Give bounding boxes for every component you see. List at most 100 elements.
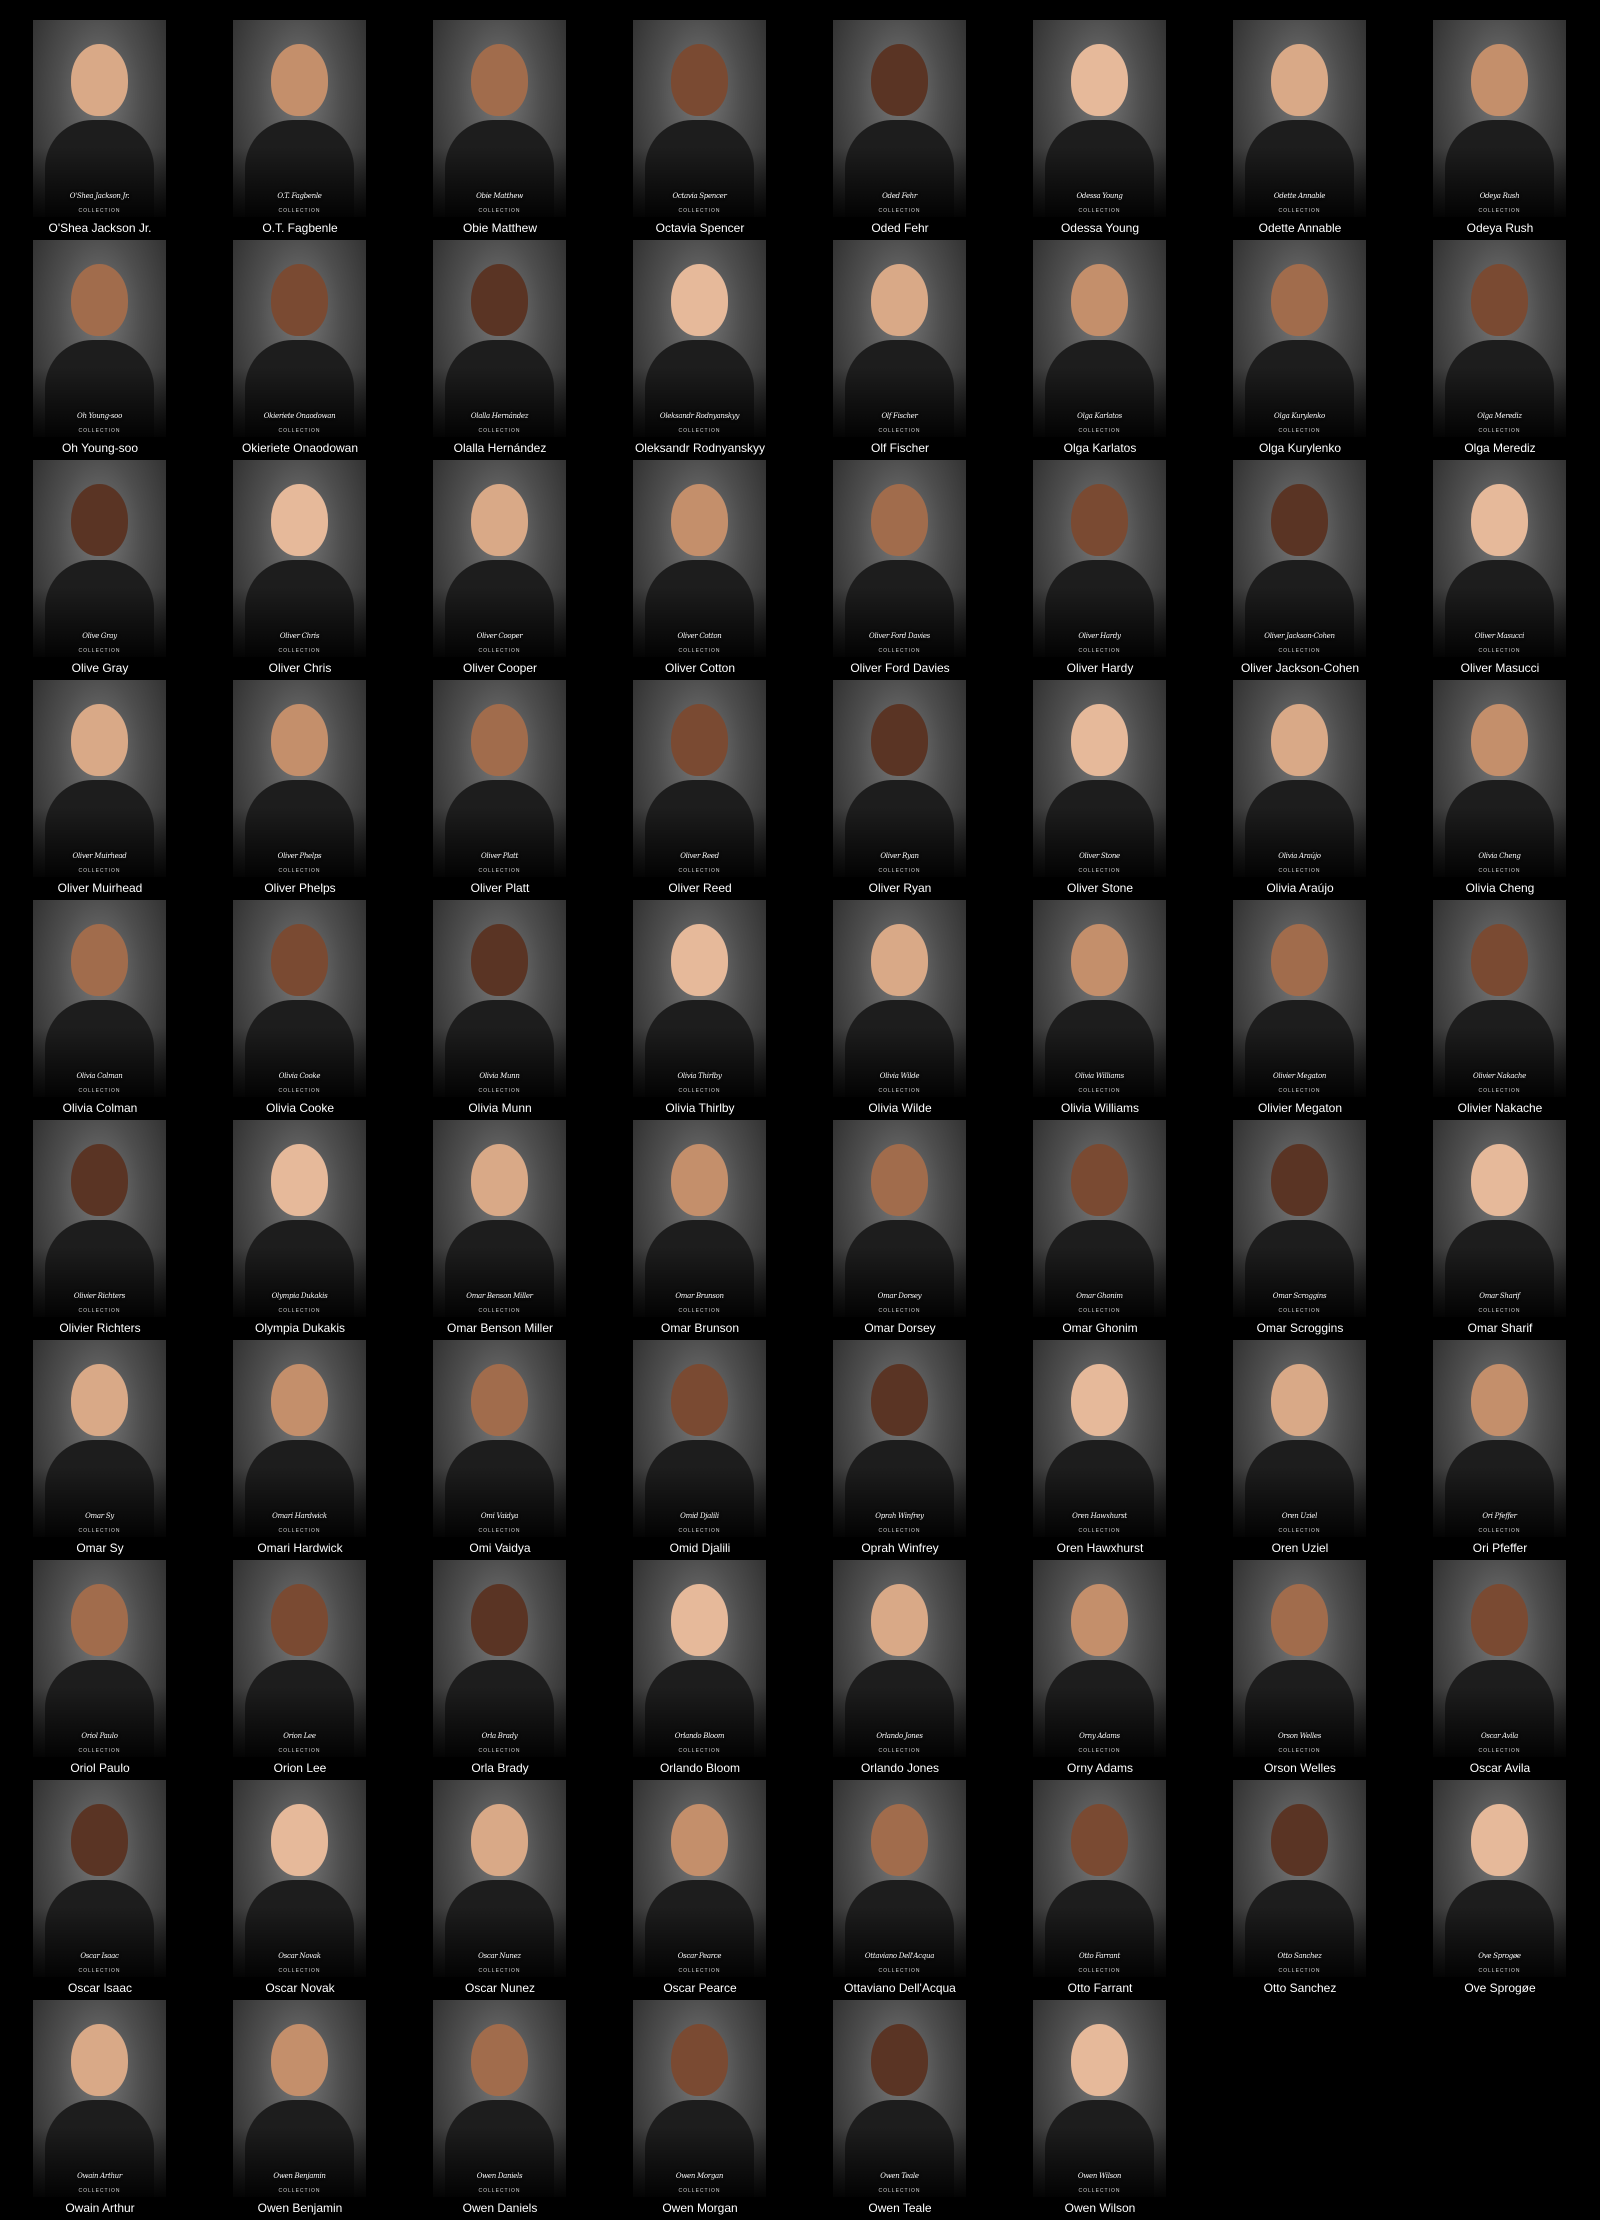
actor-name[interactable]: Okieriete Onaodowan bbox=[241, 441, 359, 455]
actor-name[interactable]: Olivia Colman bbox=[62, 1101, 138, 1115]
actor-poster[interactable]: O.T. Fagbenle COLLECTION bbox=[233, 20, 366, 217]
actor-name[interactable]: Orion Lee bbox=[273, 1761, 327, 1775]
actor-name[interactable]: Owen Benjamin bbox=[257, 2201, 343, 2215]
actor-card[interactable]: Olivier Richters COLLECTION Olivier Richte… bbox=[0, 1120, 200, 1340]
actor-card[interactable]: Otto Sanchez COLLECTION Otto Sanchez bbox=[1200, 1780, 1400, 2000]
actor-card[interactable]: Omar Sy COLLECTION Omar Sy bbox=[0, 1340, 200, 1560]
actor-poster[interactable]: Omar Benson Miller COLLECTION bbox=[433, 1120, 566, 1317]
actor-poster[interactable]: Orion Lee COLLECTION bbox=[233, 1560, 366, 1757]
actor-poster[interactable]: Oliver Reed COLLECTION bbox=[633, 680, 766, 877]
actor-name[interactable]: Olga Karlatos bbox=[1063, 441, 1137, 455]
actor-poster[interactable]: Olivia Thirlby COLLECTION bbox=[633, 900, 766, 1097]
actor-name[interactable]: Oliver Phelps bbox=[264, 881, 336, 895]
actor-name[interactable]: Oscar Novak bbox=[265, 1981, 335, 1995]
actor-poster[interactable]: Olivia Cooke COLLECTION bbox=[233, 900, 366, 1097]
actor-name[interactable]: Octavia Spencer bbox=[655, 221, 745, 235]
actor-poster[interactable]: Orson Welles COLLECTION bbox=[1233, 1560, 1366, 1757]
actor-name[interactable]: Oren Uziel bbox=[1271, 1541, 1329, 1555]
actor-poster[interactable]: Oliver Cooper COLLECTION bbox=[433, 460, 566, 657]
actor-name[interactable]: Olivia Williams bbox=[1061, 1101, 1139, 1115]
actor-name[interactable]: Oliver Chris bbox=[268, 661, 332, 675]
actor-card[interactable]: Oliver Hardy COLLECTION Oliver Hardy bbox=[1000, 460, 1200, 680]
actor-poster[interactable]: Odessa Young COLLECTION bbox=[1033, 20, 1166, 217]
actor-name[interactable]: Oliver Muirhead bbox=[57, 881, 143, 895]
actor-name[interactable]: Omar Benson Miller bbox=[446, 1321, 554, 1335]
actor-name[interactable]: Orla Brady bbox=[471, 1761, 529, 1775]
actor-poster[interactable]: Oscar Avila COLLECTION bbox=[1433, 1560, 1566, 1757]
actor-poster[interactable]: Oscar Isaac COLLECTION bbox=[33, 1780, 166, 1977]
actor-poster[interactable]: Odette Annable COLLECTION bbox=[1233, 20, 1366, 217]
actor-card[interactable]: Olf Fischer COLLECTION Olf Fischer bbox=[800, 240, 1000, 460]
actor-name[interactable]: Oh Young-soo bbox=[61, 441, 139, 455]
actor-card[interactable]: Oded Fehr COLLECTION Oded Fehr bbox=[800, 20, 1000, 240]
actor-poster[interactable]: Olivia Williams COLLECTION bbox=[1033, 900, 1166, 1097]
actor-poster[interactable]: Oh Young-soo COLLECTION bbox=[33, 240, 166, 437]
actor-poster[interactable]: Omar Brunson COLLECTION bbox=[633, 1120, 766, 1317]
actor-card[interactable]: Oscar Novak COLLECTION Oscar Novak bbox=[200, 1780, 400, 2000]
actor-poster[interactable]: Omi Vaidya COLLECTION bbox=[433, 1340, 566, 1537]
actor-poster[interactable]: Ottaviano Dell'Acqua COLLECTION bbox=[833, 1780, 966, 1977]
actor-card[interactable]: Orion Lee COLLECTION Orion Lee bbox=[200, 1560, 400, 1780]
actor-name[interactable]: Olga Merediz bbox=[1464, 441, 1536, 455]
actor-card[interactable]: Oliver Masucci COLLECTION Oliver Masucci bbox=[1400, 460, 1600, 680]
actor-card[interactable]: Oliver Cooper COLLECTION Oliver Cooper bbox=[400, 460, 600, 680]
actor-poster[interactable]: Oliver Chris COLLECTION bbox=[233, 460, 366, 657]
actor-name[interactable]: Ove Sprogøe bbox=[1464, 1981, 1536, 1995]
actor-poster[interactable]: Oliver Masucci COLLECTION bbox=[1433, 460, 1566, 657]
actor-poster[interactable]: Omid Djalili COLLECTION bbox=[633, 1340, 766, 1537]
actor-name[interactable]: Otto Farrant bbox=[1067, 1981, 1133, 1995]
actor-card[interactable]: Omari Hardwick COLLECTION Omari Hardwick bbox=[200, 1340, 400, 1560]
actor-card[interactable]: Orlando Bloom COLLECTION Orlando Bloom bbox=[600, 1560, 800, 1780]
actor-card[interactable]: Olivier Megaton COLLECTION Olivier Megaton bbox=[1200, 900, 1400, 1120]
actor-name[interactable]: Orny Adams bbox=[1066, 1761, 1134, 1775]
actor-poster[interactable]: Omar Dorsey COLLECTION bbox=[833, 1120, 966, 1317]
actor-card[interactable]: Omar Sharif COLLECTION Omar Sharif bbox=[1400, 1120, 1600, 1340]
actor-name[interactable]: Owain Arthur bbox=[65, 2201, 135, 2215]
actor-card[interactable]: Olympia Dukakis COLLECTION Olympia Dukakis bbox=[200, 1120, 400, 1340]
actor-poster[interactable]: Oscar Novak COLLECTION bbox=[233, 1780, 366, 1977]
actor-card[interactable]: Owen Daniels COLLECTION Owen Daniels bbox=[400, 2000, 600, 2220]
actor-name[interactable]: Oliver Reed bbox=[668, 881, 732, 895]
actor-card[interactable]: Olivia Wilde COLLECTION Olivia Wilde bbox=[800, 900, 1000, 1120]
actor-name[interactable]: Oliver Ford Davies bbox=[850, 661, 950, 675]
actor-name[interactable]: Omar Sy bbox=[76, 1541, 124, 1555]
actor-name[interactable]: Olivier Richters bbox=[59, 1321, 141, 1335]
actor-name[interactable]: Omari Hardwick bbox=[257, 1541, 343, 1555]
actor-name[interactable]: Olivia Cooke bbox=[265, 1101, 335, 1115]
actor-card[interactable]: Odeya Rush COLLECTION Odeya Rush bbox=[1400, 20, 1600, 240]
actor-card[interactable]: Oleksandr Rodnyanskyy COLLECTION Oleksandr… bbox=[600, 240, 800, 460]
actor-poster[interactable]: Olga Merediz COLLECTION bbox=[1433, 240, 1566, 437]
actor-card[interactable]: Olivia Colman COLLECTION Olivia Colman bbox=[0, 900, 200, 1120]
actor-poster[interactable]: Oleksandr Rodnyanskyy COLLECTION bbox=[633, 240, 766, 437]
actor-name[interactable]: Oliver Cotton bbox=[664, 661, 736, 675]
actor-poster[interactable]: Oliver Hardy COLLECTION bbox=[1033, 460, 1166, 657]
actor-card[interactable]: Oliver Ford Davies COLLECTION Oliver Ford … bbox=[800, 460, 1000, 680]
actor-card[interactable]: Okieriete Onaodowan COLLECTION Okieriete O… bbox=[200, 240, 400, 460]
actor-card[interactable]: Odette Annable COLLECTION Odette Annable bbox=[1200, 20, 1400, 240]
actor-poster[interactable]: Otto Sanchez COLLECTION bbox=[1233, 1780, 1366, 1977]
actor-name[interactable]: Odessa Young bbox=[1060, 221, 1140, 235]
actor-name[interactable]: Oscar Pearce bbox=[663, 1981, 737, 1995]
actor-name[interactable]: Omid Djalili bbox=[669, 1541, 731, 1555]
actor-card[interactable]: Omar Ghonim COLLECTION Omar Ghonim bbox=[1000, 1120, 1200, 1340]
actor-name[interactable]: Odette Annable bbox=[1258, 221, 1342, 235]
actor-name[interactable]: Olivier Nakache bbox=[1457, 1101, 1543, 1115]
actor-name[interactable]: Olive Gray bbox=[71, 661, 129, 675]
actor-poster[interactable]: Oscar Pearce COLLECTION bbox=[633, 1780, 766, 1977]
actor-name[interactable]: Oliver Stone bbox=[1066, 881, 1134, 895]
actor-name[interactable]: Omar Sharif bbox=[1467, 1321, 1533, 1335]
actor-name[interactable]: Olivia Wilde bbox=[868, 1101, 932, 1115]
actor-name[interactable]: Odeya Rush bbox=[1466, 221, 1534, 235]
actor-name[interactable]: Orlando Jones bbox=[860, 1761, 940, 1775]
actor-poster[interactable]: Owen Teale COLLECTION bbox=[833, 2000, 966, 2197]
actor-card[interactable]: Orson Welles COLLECTION Orson Welles bbox=[1200, 1560, 1400, 1780]
actor-poster[interactable]: Olympia Dukakis COLLECTION bbox=[233, 1120, 366, 1317]
actor-poster[interactable]: Orlando Bloom COLLECTION bbox=[633, 1560, 766, 1757]
actor-poster[interactable]: Oprah Winfrey COLLECTION bbox=[833, 1340, 966, 1537]
actor-poster[interactable]: Owen Daniels COLLECTION bbox=[433, 2000, 566, 2197]
actor-name[interactable]: Oliver Cooper bbox=[462, 661, 538, 675]
actor-poster[interactable]: Octavia Spencer COLLECTION bbox=[633, 20, 766, 217]
actor-card[interactable]: Owen Morgan COLLECTION Owen Morgan bbox=[600, 2000, 800, 2220]
actor-card[interactable]: Oscar Pearce COLLECTION Oscar Pearce bbox=[600, 1780, 800, 2000]
actor-card[interactable]: Oliver Ryan COLLECTION Oliver Ryan bbox=[800, 680, 1000, 900]
